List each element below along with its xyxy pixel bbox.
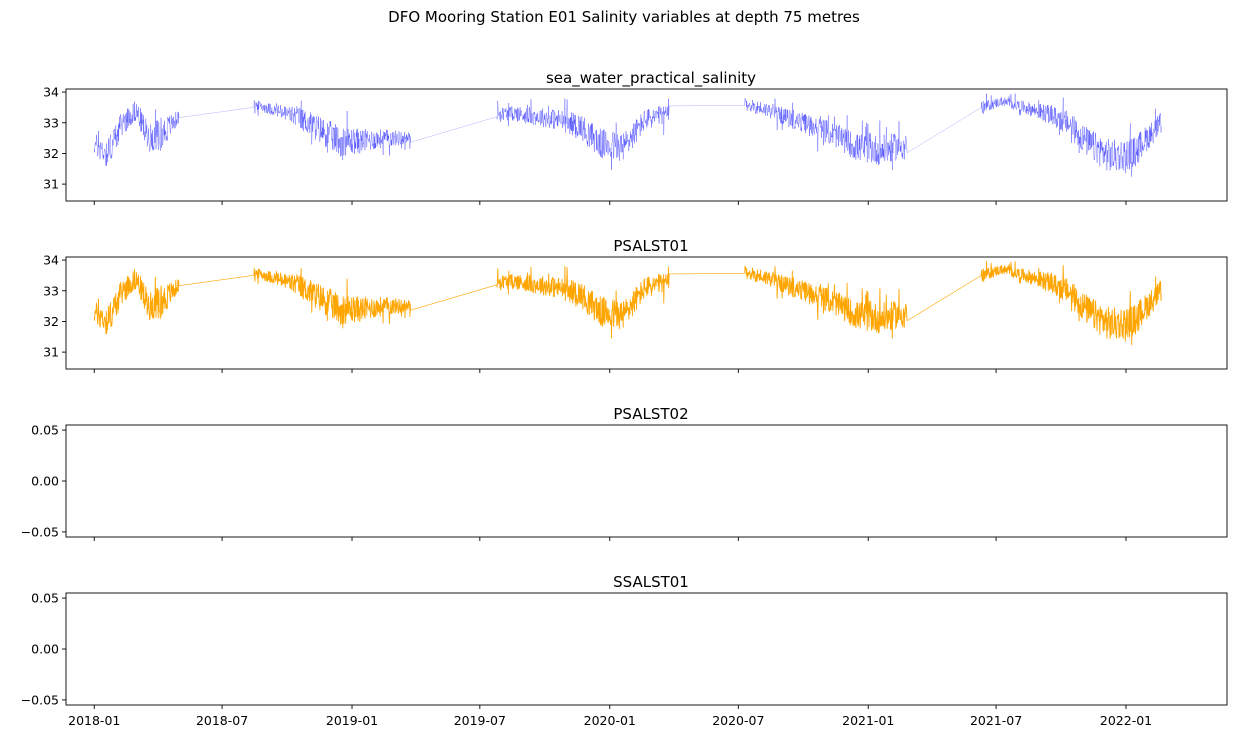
series-line	[94, 93, 1162, 177]
axes-frame	[65, 592, 1228, 706]
x-tick-label: 2020-01	[584, 713, 636, 728]
panel-psalst01: PSALST01 31 32 33 34	[43, 237, 1228, 373]
gap-connector	[410, 116, 497, 143]
plot-area	[93, 261, 1162, 346]
x-tick-label: 2018-07	[196, 713, 248, 728]
gap-connector	[410, 284, 497, 311]
panel-title: sea_water_practical_salinity	[546, 69, 756, 88]
panel-ssalst01: SSALST01 0.050.00−0.05 2018-01 2018-07 201…	[21, 573, 1228, 728]
x-axis	[93, 369, 1127, 373]
y-tick-label: 33	[43, 283, 59, 298]
panel-psalst02: PSALST02 0.05 0.00 −0.05	[21, 405, 1228, 541]
x-tick-label: 2022-01	[1100, 713, 1152, 728]
figure-title: DFO Mooring Station E01 Salinity variabl…	[388, 8, 860, 26]
panel-title: PSALST02	[613, 405, 688, 423]
x-tick-label: 2021-01	[842, 713, 894, 728]
y-tick-label: 0.05	[31, 591, 59, 606]
axes-frame	[65, 424, 1228, 538]
y-axis: 0.05 0.00 −0.05	[21, 591, 66, 707]
y-tick-label: −0.05	[21, 692, 59, 707]
y-tick-label: 0.00	[31, 474, 59, 489]
x-axis	[93, 201, 1127, 205]
x-tick-label: 2021-07	[970, 713, 1022, 728]
series-line	[93, 261, 1162, 346]
y-axis: 31 32 33 34	[43, 85, 66, 192]
x-axis: 2018-01 2018-07 2019-01 2019-07 2020-01 2020-…	[68, 705, 1152, 728]
y-tick-label: 0.00	[31, 642, 59, 657]
y-tick-label: −0.05	[21, 524, 59, 539]
panel-sea-water-practical-salinity: sea_water_practical_salinity 31 32 33 34	[43, 69, 1228, 205]
axes-frame	[65, 256, 1228, 370]
y-axis: 31 32 33 34	[43, 253, 66, 360]
gap-connector	[906, 275, 982, 322]
y-tick-label: 33	[43, 115, 59, 130]
gap-connector	[178, 275, 254, 286]
gap-connector	[907, 107, 982, 153]
gap-connector	[178, 107, 254, 118]
x-tick-label: 2020-07	[712, 713, 764, 728]
y-tick-label: 31	[43, 345, 59, 360]
y-axis: 0.05 0.00 −0.05	[21, 423, 66, 539]
y-tick-label: 31	[43, 177, 59, 192]
plot-area	[94, 93, 1162, 177]
y-tick-label: 32	[43, 146, 59, 161]
axes-frame	[65, 88, 1228, 202]
x-tick-label: 2019-01	[326, 713, 378, 728]
panel-title: PSALST01	[613, 237, 688, 255]
y-tick-label: 0.05	[31, 423, 59, 438]
x-tick-label: 2019-07	[454, 713, 506, 728]
y-tick-label: 34	[43, 253, 59, 268]
x-tick-label: 2018-01	[68, 713, 120, 728]
y-tick-label: 34	[43, 85, 59, 100]
x-axis	[93, 537, 1127, 541]
panel-title: SSALST01	[613, 573, 689, 591]
y-tick-label: 32	[43, 314, 59, 329]
